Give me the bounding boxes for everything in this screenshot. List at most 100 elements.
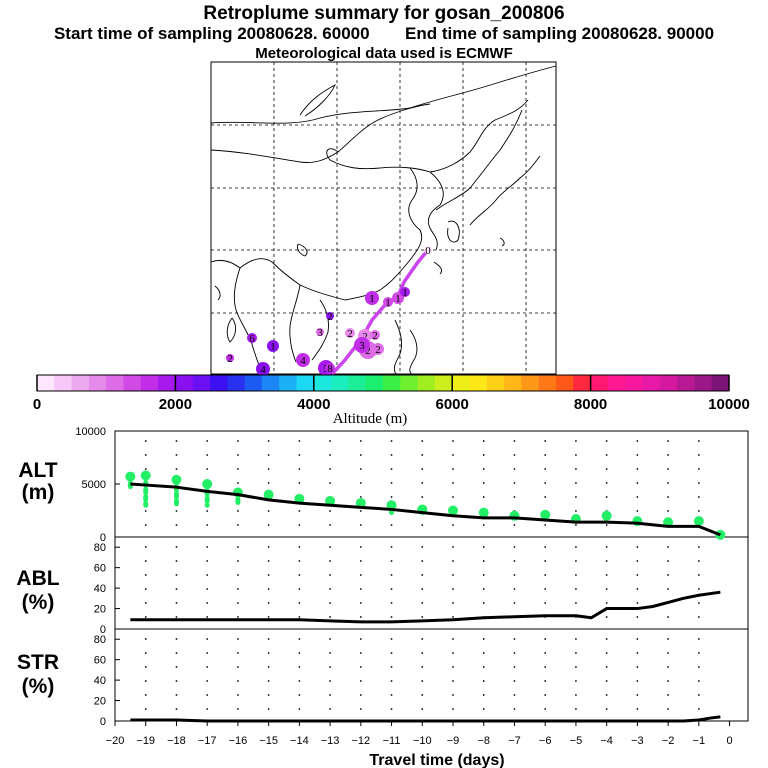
grid-dot bbox=[452, 524, 454, 526]
grid-dot bbox=[206, 574, 209, 576]
grid-dot bbox=[605, 546, 608, 548]
grid-dot bbox=[329, 440, 331, 442]
grid-dot bbox=[636, 440, 639, 442]
grid-dot bbox=[575, 468, 577, 470]
grid-dot bbox=[359, 694, 362, 696]
grid-dot bbox=[575, 694, 577, 696]
grid-dot bbox=[175, 560, 178, 562]
colorbar-cell bbox=[642, 375, 661, 391]
grid-dot bbox=[359, 524, 362, 526]
grid-dot bbox=[544, 482, 547, 484]
grid-dot bbox=[359, 680, 362, 682]
map-panel: 01111222222334164258 bbox=[210, 61, 557, 376]
colorbar-cell bbox=[313, 375, 332, 391]
alt-cluster-point bbox=[601, 510, 612, 521]
colorbar-tick: 8000 bbox=[574, 396, 607, 413]
grid-dot bbox=[267, 574, 270, 576]
colorbar-cell bbox=[210, 375, 228, 391]
grid-dot bbox=[667, 616, 670, 618]
grid-dot bbox=[697, 468, 700, 470]
grid-dot bbox=[298, 708, 301, 710]
grid-dot bbox=[513, 546, 516, 548]
grid-dot bbox=[421, 652, 424, 654]
grid-dot bbox=[390, 602, 393, 604]
grid-dot bbox=[513, 666, 516, 668]
grid-dot bbox=[544, 694, 547, 696]
colorbar-cell bbox=[261, 375, 280, 391]
colorbar-cell bbox=[677, 375, 695, 391]
colorbar-cell bbox=[244, 375, 263, 391]
colorbar-cell bbox=[590, 375, 609, 391]
grid-dot bbox=[605, 638, 608, 640]
grid-dot bbox=[452, 482, 454, 484]
grid-dot bbox=[697, 666, 700, 668]
x-tick-label: −7 bbox=[508, 735, 521, 747]
grid-dot bbox=[329, 638, 331, 640]
grid-dot bbox=[605, 468, 608, 470]
grid-dot bbox=[667, 440, 670, 442]
grid-dot bbox=[452, 496, 454, 498]
grid-dot bbox=[359, 638, 362, 640]
grid-dot bbox=[144, 468, 147, 470]
grid-dot bbox=[636, 482, 639, 484]
grid-dot bbox=[298, 524, 301, 526]
grid-dot bbox=[237, 708, 239, 710]
grid-dot bbox=[544, 468, 547, 470]
alt-cluster-point bbox=[325, 495, 336, 506]
colorbar-cell bbox=[88, 375, 107, 391]
grid-dot bbox=[482, 680, 485, 682]
grid-dot bbox=[667, 482, 670, 484]
grid-dot bbox=[298, 638, 301, 640]
grid-dot bbox=[144, 666, 147, 668]
alt-cluster-point bbox=[448, 505, 459, 516]
grid-dot bbox=[513, 602, 516, 604]
grid-dot bbox=[390, 616, 393, 618]
figure-title: Retroplume summary for gosan_200806 bbox=[203, 3, 565, 24]
plume-marker-label: 1 bbox=[402, 287, 408, 299]
grid-dot bbox=[575, 454, 577, 456]
grid-dot bbox=[298, 510, 301, 512]
grid-dot bbox=[237, 524, 239, 526]
alt-cluster-point bbox=[263, 489, 274, 500]
grid-dot bbox=[452, 638, 454, 640]
grid-dot bbox=[575, 602, 577, 604]
grid-dot bbox=[482, 694, 485, 696]
grid-dot bbox=[452, 602, 454, 604]
grid-dot bbox=[575, 496, 577, 498]
grid-dot bbox=[482, 638, 485, 640]
grid-dot bbox=[605, 602, 608, 604]
grid-dot bbox=[298, 468, 301, 470]
grid-dot bbox=[206, 616, 209, 618]
alt-label-top: ALT bbox=[18, 459, 57, 482]
grid-dot bbox=[267, 560, 270, 562]
grid-dot bbox=[144, 524, 147, 526]
grid-dot bbox=[421, 524, 424, 526]
grid-dot bbox=[544, 574, 547, 576]
grid-dot bbox=[636, 708, 639, 710]
colorbar-cell bbox=[331, 375, 349, 391]
plume-marker bbox=[247, 333, 257, 343]
y-tick-label: 20 bbox=[94, 696, 106, 708]
grid-dot bbox=[697, 440, 700, 442]
grid-dot bbox=[390, 652, 393, 654]
y-tick-label: 20 bbox=[94, 604, 106, 616]
grid-dot bbox=[237, 510, 239, 512]
grid-dot bbox=[605, 440, 608, 442]
grid-dot bbox=[697, 496, 700, 498]
plume-marker-label: 2 bbox=[375, 344, 381, 356]
grid-dot bbox=[267, 510, 270, 512]
grid-dot bbox=[206, 638, 209, 640]
colorbar-cell bbox=[452, 375, 470, 391]
grid-dot bbox=[206, 440, 209, 442]
grid-dot bbox=[144, 708, 147, 710]
grid-dot bbox=[359, 510, 362, 512]
x-tick-label: −16 bbox=[229, 735, 248, 747]
grid-dot bbox=[175, 638, 178, 640]
grid-dot bbox=[175, 468, 178, 470]
grid-dot bbox=[237, 560, 239, 562]
colorbar-cell bbox=[573, 375, 592, 391]
map-frame bbox=[210, 61, 557, 375]
grid-dot bbox=[298, 546, 301, 548]
grid-dot bbox=[605, 708, 608, 710]
colorbar-tick: 0 bbox=[33, 396, 41, 413]
